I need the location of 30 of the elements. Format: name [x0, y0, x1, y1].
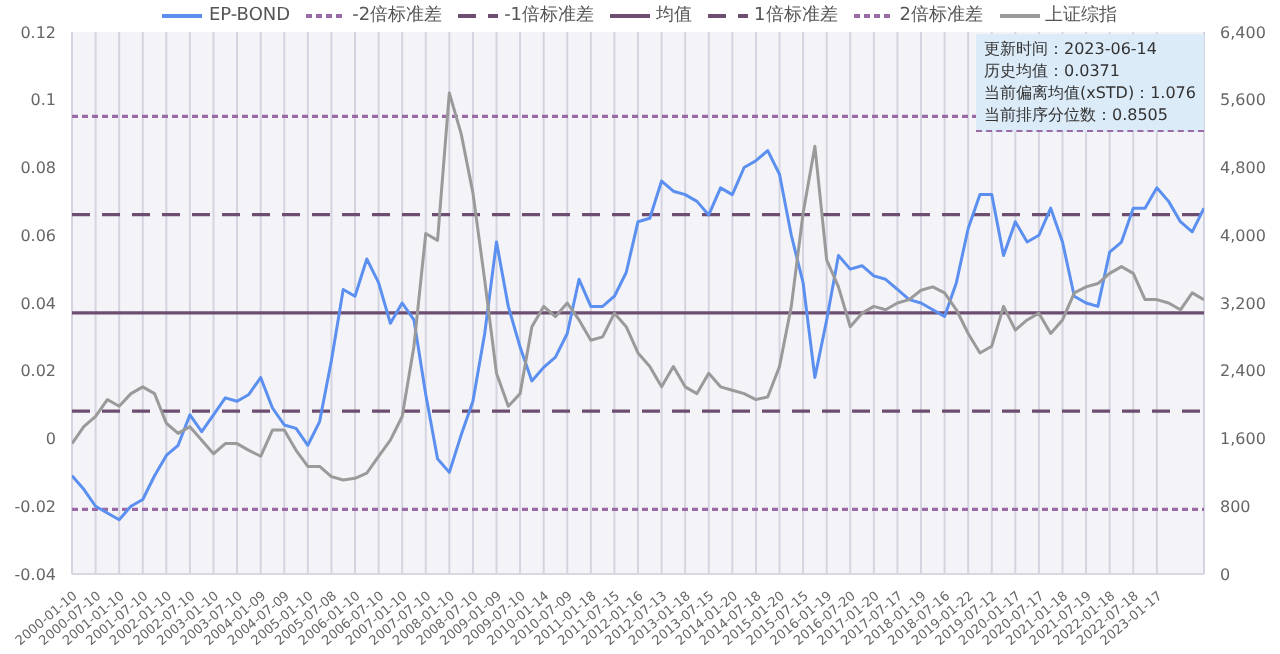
y-tick-label: -0.04: [14, 565, 56, 584]
y-tick-label: 0.12: [20, 23, 56, 42]
y2-tick-label: 800: [1220, 497, 1251, 516]
y2-tick-label: 3,200: [1220, 294, 1266, 313]
line-series: [72, 149, 1204, 522]
legend-label: EP-BOND: [208, 5, 291, 25]
legend-label: 上证综指: [1045, 3, 1118, 28]
annotation: 历史均值：0.0371: [983, 60, 1122, 82]
y2-tick-label: 6,400: [1220, 23, 1266, 42]
legend-label: -2倍标准差: [352, 3, 443, 28]
y2-tick-label: 4,000: [1220, 226, 1266, 245]
y2-tick-label: 1,600: [1220, 430, 1266, 449]
legend-label: 1倍标准差: [754, 3, 838, 28]
annotation: 更新时间：2023-06-14: [983, 38, 1159, 60]
y2-tick-label: 5,600: [1220, 91, 1266, 110]
y-tick-label: 0.1: [30, 91, 56, 110]
y2-tick-label: 4,800: [1220, 159, 1266, 178]
legend-label: 均值: [656, 3, 693, 28]
y2-tick-label: 2,400: [1220, 362, 1266, 381]
annotation: 当前偏离均值(xSTD)：1.076: [983, 82, 1196, 104]
legend-label: 2倍标准差: [899, 3, 984, 28]
legend-label: -1倍标准差: [504, 3, 595, 28]
annotation: 当前排序分位数：0.8505: [983, 104, 1170, 126]
y-tick-label: 0.02: [20, 362, 56, 381]
y2-tick-label: 0: [1220, 565, 1231, 584]
y-tick-label: -0.02: [14, 497, 56, 516]
y-tick-label: 0.08: [20, 159, 56, 178]
y-tick-label: 0.04: [20, 294, 56, 313]
y-tick-label: 0: [45, 430, 56, 449]
y-tick-label: 0.06: [20, 226, 56, 245]
